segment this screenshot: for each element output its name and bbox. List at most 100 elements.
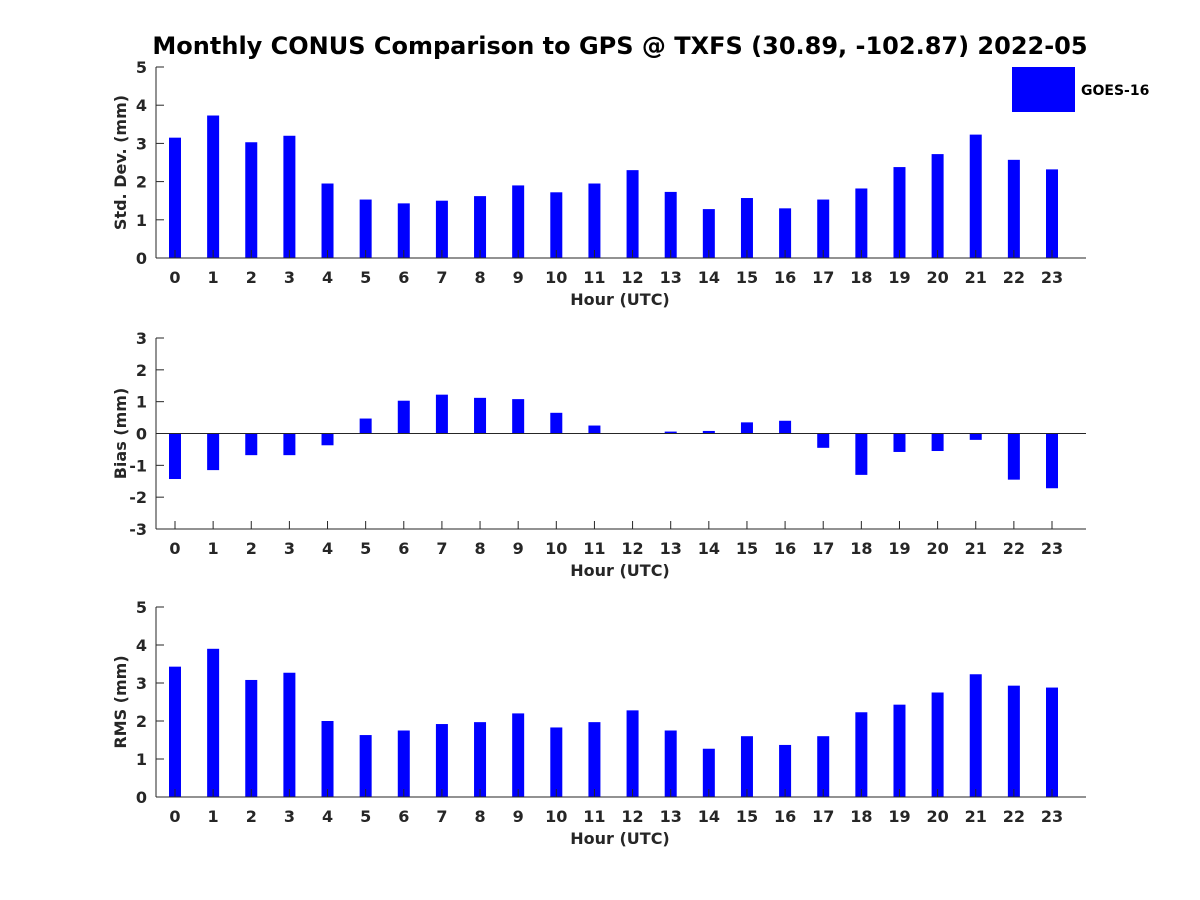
stddev-bar-0 bbox=[169, 137, 181, 258]
bias-xtick-label: 17 bbox=[812, 539, 834, 558]
rms-xtick-label: 6 bbox=[398, 807, 409, 826]
rms-xtick-label: 18 bbox=[850, 807, 872, 826]
stddev-ytick-label: 3 bbox=[136, 134, 147, 153]
stddev-xtick-label: 18 bbox=[850, 268, 872, 287]
rms-xtick-label: 7 bbox=[436, 807, 447, 826]
bias-bar-22 bbox=[1007, 433, 1020, 480]
rms-bar-10 bbox=[550, 727, 563, 797]
stddev-bar-9 bbox=[512, 185, 525, 258]
rms-bar-2 bbox=[245, 679, 258, 797]
stddev-xtick-label: 23 bbox=[1041, 268, 1063, 287]
rms-bar-15 bbox=[740, 736, 753, 797]
stddev-xtick-label: 1 bbox=[208, 268, 219, 287]
rms-bar-1 bbox=[207, 648, 220, 797]
stddev-ytick-label: 2 bbox=[136, 173, 147, 192]
stddev-xtick-label: 13 bbox=[660, 268, 682, 287]
stddev-xtick-label: 7 bbox=[436, 268, 447, 287]
rms-bar-23 bbox=[1046, 687, 1058, 797]
rms-bar-12 bbox=[626, 710, 639, 797]
stddev-xtick-label: 20 bbox=[926, 268, 948, 287]
bias-xtick-label: 15 bbox=[736, 539, 758, 558]
legend: GOES-16 bbox=[1012, 67, 1149, 112]
rms-ytick-label: 5 bbox=[136, 598, 147, 617]
bias-ytick-label: -1 bbox=[129, 456, 147, 475]
stddev-bar-18 bbox=[855, 188, 868, 258]
rms-ytick-label: 4 bbox=[136, 636, 147, 655]
rms-bar-16 bbox=[779, 744, 792, 797]
bias-xlabel: Hour (UTC) bbox=[570, 561, 670, 580]
rms-bar-0 bbox=[169, 666, 181, 797]
legend-swatch bbox=[1012, 67, 1075, 112]
figure-title: Monthly CONUS Comparison to GPS @ TXFS (… bbox=[152, 32, 1087, 60]
bias-bar-15 bbox=[740, 422, 753, 434]
bias-bar-4 bbox=[321, 433, 334, 446]
bias-bar-7 bbox=[435, 394, 448, 434]
stddev-xtick-label: 12 bbox=[621, 268, 643, 287]
stddev-bar-23 bbox=[1046, 169, 1058, 258]
stddev-bar-5 bbox=[359, 199, 372, 258]
stddev-ytick-label: 5 bbox=[136, 58, 147, 77]
bias-ytick-label: 3 bbox=[136, 329, 147, 348]
rms-xtick-label: 23 bbox=[1041, 807, 1063, 826]
rms-xtick-label: 8 bbox=[474, 807, 485, 826]
stddev-bar-2 bbox=[245, 142, 258, 258]
bias-xtick-label: 0 bbox=[169, 539, 180, 558]
rms-xtick-label: 10 bbox=[545, 807, 567, 826]
bias-xtick-label: 23 bbox=[1041, 539, 1063, 558]
stddev-xtick-label: 6 bbox=[398, 268, 409, 287]
stddev-bar-13 bbox=[664, 191, 677, 258]
stddev-ytick-label: 1 bbox=[136, 211, 147, 230]
bias-ytick-label: -2 bbox=[129, 488, 147, 507]
legend-label: GOES-16 bbox=[1081, 83, 1149, 99]
stddev-bar-15 bbox=[740, 198, 753, 258]
stddev-bar-21 bbox=[969, 134, 982, 258]
bias-xtick-label: 7 bbox=[436, 539, 447, 558]
stddev-ylabel: Std. Dev. (mm) bbox=[111, 95, 130, 230]
bias-bar-1 bbox=[207, 433, 220, 471]
stddev-bar-14 bbox=[702, 209, 715, 258]
bias-bar-10 bbox=[550, 412, 563, 434]
bias-xtick-label: 3 bbox=[284, 539, 295, 558]
stddev-xtick-label: 22 bbox=[1003, 268, 1025, 287]
bias-bar-18 bbox=[855, 433, 868, 475]
stddev-bar-17 bbox=[817, 199, 830, 258]
rms-xtick-label: 3 bbox=[284, 807, 295, 826]
stddev-xtick-label: 14 bbox=[698, 268, 720, 287]
stddev-xtick-label: 4 bbox=[322, 268, 333, 287]
rms-xtick-label: 5 bbox=[360, 807, 371, 826]
rms-xtick-label: 2 bbox=[246, 807, 257, 826]
bias-xtick-label: 4 bbox=[322, 539, 333, 558]
bias-bar-0 bbox=[169, 433, 181, 480]
rms-bar-8 bbox=[474, 722, 487, 797]
stddev-xtick-label: 16 bbox=[774, 268, 796, 287]
bias-bar-6 bbox=[397, 400, 410, 434]
bias-xtick-label: 18 bbox=[850, 539, 872, 558]
bias-bar-11 bbox=[588, 425, 601, 434]
rms-xtick-label: 9 bbox=[513, 807, 524, 826]
rms-xtick-label: 11 bbox=[583, 807, 605, 826]
rms-xtick-label: 1 bbox=[208, 807, 219, 826]
stddev-xlabel: Hour (UTC) bbox=[570, 290, 670, 309]
rms-bar-21 bbox=[969, 674, 982, 797]
bias-ytick-label: -3 bbox=[129, 520, 147, 539]
rms-xtick-label: 4 bbox=[322, 807, 333, 826]
stddev-bar-20 bbox=[931, 154, 944, 258]
stddev-xtick-label: 0 bbox=[169, 268, 180, 287]
rms-ytick-label: 2 bbox=[136, 712, 147, 731]
rms-xtick-label: 17 bbox=[812, 807, 834, 826]
bias-bar-20 bbox=[931, 433, 944, 452]
stddev-xtick-label: 17 bbox=[812, 268, 834, 287]
rms-bar-4 bbox=[321, 721, 334, 797]
rms-bar-18 bbox=[855, 712, 868, 797]
rms-bar-9 bbox=[512, 713, 525, 797]
rms-ytick-label: 3 bbox=[136, 674, 147, 693]
bias-bar-14 bbox=[702, 430, 715, 434]
stddev-bar-4 bbox=[321, 183, 334, 258]
stddev-xtick-label: 15 bbox=[736, 268, 758, 287]
stddev-bar-19 bbox=[893, 167, 906, 258]
bias-xtick-label: 19 bbox=[888, 539, 910, 558]
rms-bar-13 bbox=[664, 730, 677, 797]
bias-bar-13 bbox=[664, 431, 677, 434]
